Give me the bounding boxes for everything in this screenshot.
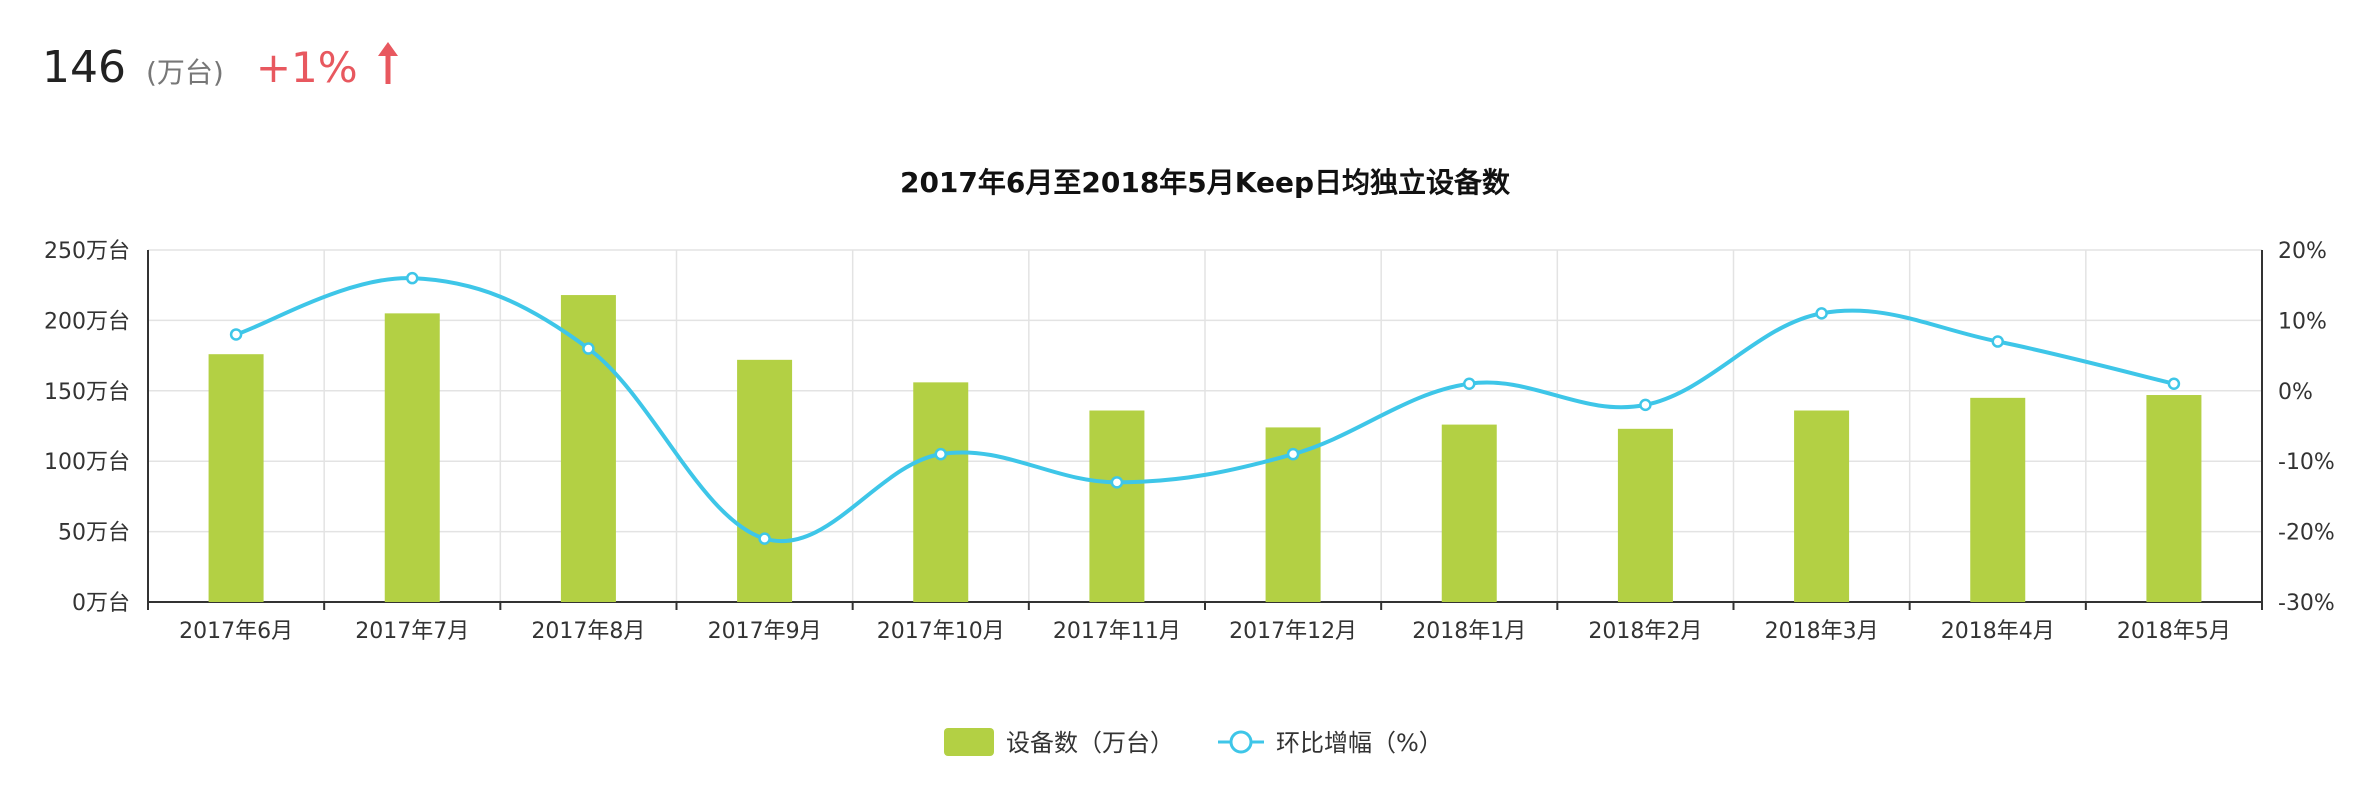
kpi-change: +1% (255, 43, 358, 92)
chart-title: 2017年6月至2018年5月Keep日均独立设备数 (900, 166, 1511, 199)
bar (1970, 397, 2026, 602)
y-right-tick-label: 20% (2278, 239, 2327, 264)
line-point (1463, 377, 1476, 391)
legend-bar-label: 设备数（万台） (1006, 729, 1174, 757)
line-point (229, 328, 243, 341)
bar (2146, 395, 2202, 602)
bar (1617, 428, 1673, 602)
x-tick-label: 2018年1月 (1412, 619, 1526, 644)
line-point (1286, 447, 1300, 461)
y-right-tick-label: -10% (2278, 450, 2335, 475)
y-left-tick-label: 100万台 (44, 450, 130, 475)
arrow-up-icon (376, 40, 400, 86)
x-tick-label: 2017年7月 (355, 619, 469, 644)
bar (1441, 424, 1497, 602)
kpi-unit: (万台) (145, 56, 224, 89)
legend-line-marker (1229, 730, 1253, 754)
legend-line-label: 环比增幅（%） (1276, 729, 1443, 757)
line-point (1110, 476, 1124, 489)
y-right-tick-label: 0% (2278, 380, 2313, 405)
y-right-tick-label: -30% (2278, 591, 2335, 616)
y-right-tick-label: 10% (2278, 309, 2327, 334)
legend-bar-swatch (944, 728, 994, 756)
kpi-value: 146 (42, 42, 126, 93)
line-point (1639, 398, 1652, 412)
y-left-tick-label: 250万台 (44, 239, 130, 264)
x-tick-label: 2018年2月 (1588, 619, 1702, 644)
line-point (758, 532, 771, 545)
x-tick-label: 2017年6月 (179, 619, 293, 644)
kpi-summary: 146 (万台) +1% (42, 36, 400, 96)
line-point (406, 271, 419, 285)
x-tick-label: 2017年9月 (708, 619, 822, 644)
bar (560, 295, 616, 602)
growth-line (235, 276, 2175, 543)
bar (1794, 410, 1850, 602)
x-tick-label: 2017年10月 (877, 619, 1005, 644)
bar (737, 359, 793, 602)
x-tick-label: 2018年3月 (1765, 619, 1879, 644)
line-point (1815, 307, 1828, 320)
x-tick-label: 2017年8月 (531, 619, 645, 644)
y-left-tick-label: 0万台 (72, 591, 130, 616)
y-left-tick-label: 150万台 (44, 380, 130, 405)
bar (384, 313, 440, 602)
line-point (2167, 377, 2181, 391)
line-point (1991, 335, 2004, 348)
bar (1089, 410, 1145, 602)
bar (208, 354, 264, 602)
y-right-tick-label: -20% (2278, 521, 2335, 546)
x-tick-label: 2017年12月 (1229, 619, 1357, 644)
y-left-tick-label: 50万台 (58, 521, 130, 546)
line-point (934, 447, 947, 461)
x-tick-label: 2018年4月 (1941, 619, 2055, 644)
x-tick-label: 2017年11月 (1053, 619, 1181, 644)
bar (913, 382, 969, 602)
y-left-tick-label: 200万台 (44, 309, 130, 334)
line-point (582, 342, 595, 355)
x-tick-label: 2018年5月 (2117, 619, 2231, 644)
